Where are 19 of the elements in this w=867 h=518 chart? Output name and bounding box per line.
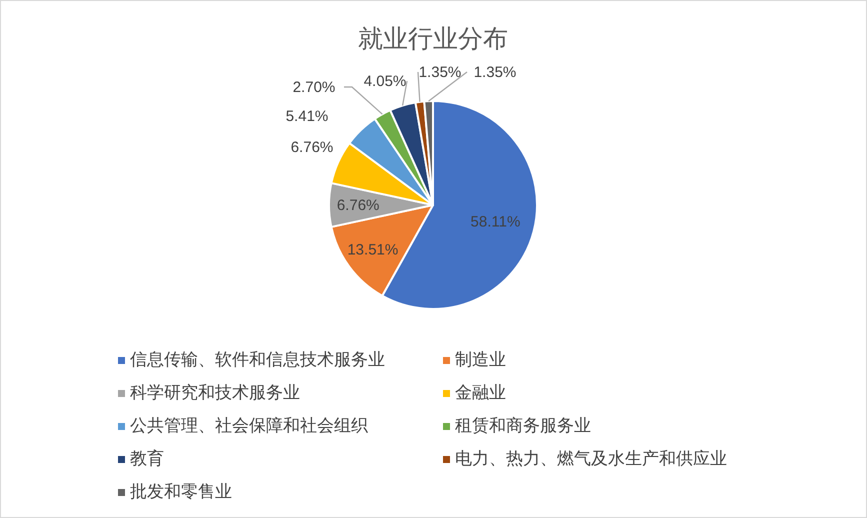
chart-title: 就业行业分布 xyxy=(358,25,508,53)
legend-label: 公共管理、社会保障和社会组织 xyxy=(130,416,368,435)
data-label: 6.76% xyxy=(290,139,334,156)
legend-label: 金融业 xyxy=(455,383,506,402)
legend-label: 科学研究和技术服务业 xyxy=(130,383,300,402)
data-label: 6.76% xyxy=(336,197,380,214)
data-label: 1.35% xyxy=(418,64,462,81)
legend-label: 批发和零售业 xyxy=(130,482,232,501)
data-label: 1.35% xyxy=(474,64,516,81)
legend-label: 信息传输、软件和信息技术服务业 xyxy=(130,350,385,369)
legend-label: 电力、热力、燃气及水生产和供应业 xyxy=(455,449,727,468)
legend-label: 制造业 xyxy=(455,350,506,369)
legend-label: 租赁和商务服务业 xyxy=(455,416,591,435)
data-label: 5.41% xyxy=(286,108,328,125)
legend-label: 教育 xyxy=(130,449,164,468)
data-label: 2.70% xyxy=(292,79,336,96)
data-label: 13.51% xyxy=(347,242,398,259)
data-label: 58.11% xyxy=(470,213,520,230)
data-label: 4.05% xyxy=(364,73,406,90)
